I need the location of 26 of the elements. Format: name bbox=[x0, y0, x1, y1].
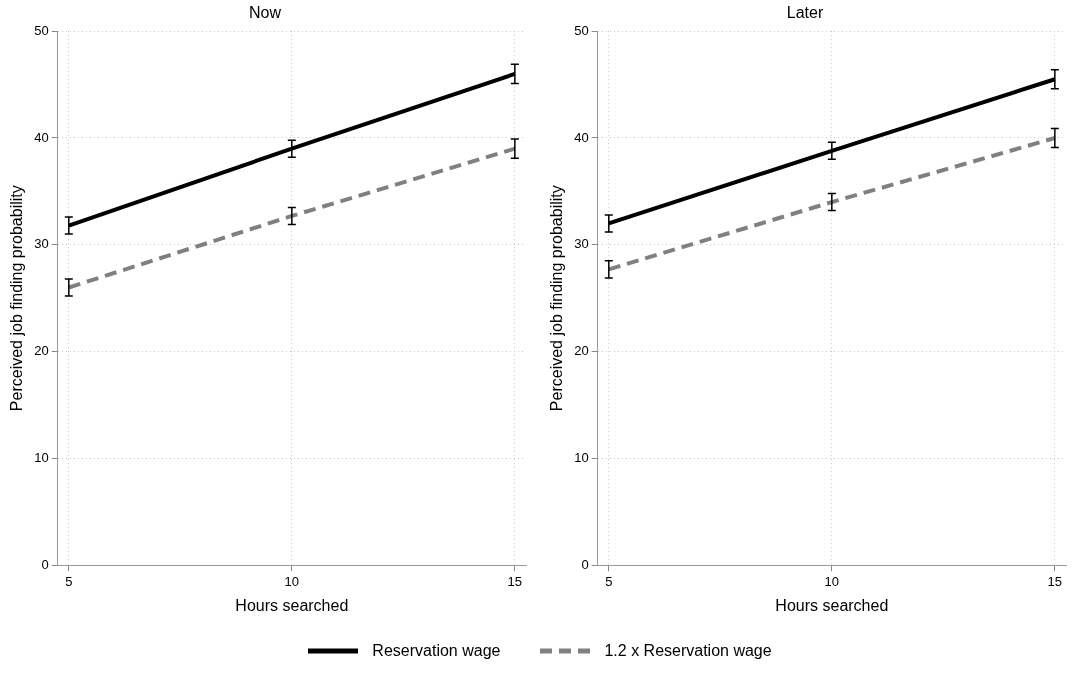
y-tick-label: 20 bbox=[34, 343, 49, 359]
x-tick-label: 15 bbox=[1047, 573, 1063, 589]
y-tick-label: 50 bbox=[574, 22, 589, 38]
x-tick-label: 5 bbox=[605, 573, 613, 589]
x-tick-label: 15 bbox=[507, 573, 523, 589]
y-tick-label: 20 bbox=[574, 343, 589, 359]
legend-label: Reservation wage bbox=[372, 642, 501, 660]
y-axis-title: Perceived job finding probability bbox=[548, 185, 566, 412]
x-tick-label: 10 bbox=[284, 573, 300, 589]
x-axis-title: Hours searched bbox=[775, 596, 889, 614]
y-tick-label: 40 bbox=[574, 129, 589, 145]
y-tick-label: 10 bbox=[34, 449, 49, 465]
chart-title: Later bbox=[786, 4, 824, 22]
x-tick-label: 10 bbox=[824, 573, 840, 589]
y-tick-label: 0 bbox=[41, 556, 49, 572]
y-tick-label: 30 bbox=[34, 236, 49, 252]
y-axis-title: Perceived job finding probability bbox=[8, 185, 26, 412]
y-tick-label: 30 bbox=[574, 236, 589, 252]
x-tick-label: 5 bbox=[65, 573, 73, 589]
chart-title: Now bbox=[248, 4, 282, 22]
y-tick-label: 50 bbox=[34, 22, 49, 38]
y-tick-label: 40 bbox=[34, 129, 49, 145]
y-tick-label: 10 bbox=[574, 449, 589, 465]
legend-label: 1.2 x Reservation wage bbox=[604, 642, 772, 660]
y-tick-label: 0 bbox=[581, 556, 589, 572]
x-axis-title: Hours searched bbox=[235, 596, 349, 614]
